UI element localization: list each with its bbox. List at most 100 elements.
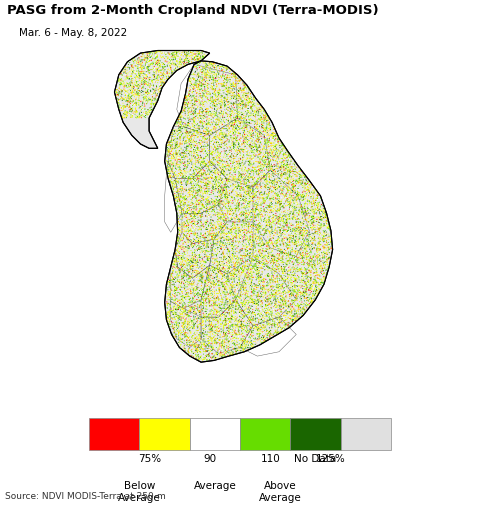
Point: [276, 150, 284, 159]
Point: [313, 230, 321, 238]
Point: [239, 314, 246, 322]
Point: [224, 221, 231, 229]
Point: [122, 82, 130, 90]
Point: [298, 258, 305, 266]
Point: [183, 267, 191, 275]
Point: [222, 187, 230, 195]
Point: [198, 343, 205, 351]
Point: [225, 161, 233, 169]
Point: [235, 328, 242, 336]
Point: [264, 270, 271, 278]
Point: [207, 149, 215, 158]
Point: [316, 245, 324, 253]
Point: [220, 201, 228, 210]
Point: [195, 331, 203, 339]
Point: [191, 96, 199, 105]
Point: [239, 337, 246, 345]
Point: [319, 264, 326, 272]
Point: [205, 125, 213, 133]
Point: [283, 305, 291, 313]
Point: [267, 304, 275, 312]
Point: [276, 310, 283, 318]
Point: [236, 308, 243, 316]
Point: [235, 104, 242, 112]
Point: [323, 216, 330, 224]
Point: [164, 138, 172, 146]
Point: [205, 121, 213, 129]
Point: [171, 251, 179, 259]
Point: [171, 290, 179, 298]
Point: [222, 161, 229, 169]
Point: [241, 284, 249, 292]
Point: [285, 322, 293, 330]
Point: [243, 214, 251, 222]
Point: [181, 271, 189, 279]
Point: [304, 256, 312, 264]
Point: [237, 118, 244, 126]
Point: [288, 264, 296, 272]
Point: [242, 234, 250, 242]
Point: [136, 87, 144, 95]
Point: [282, 213, 290, 221]
Point: [243, 171, 251, 179]
Point: [199, 64, 207, 72]
Point: [298, 249, 306, 258]
Point: [298, 253, 306, 261]
Point: [272, 225, 279, 233]
Point: [206, 119, 214, 127]
Point: [258, 318, 265, 326]
Point: [281, 317, 289, 325]
Point: [216, 264, 223, 272]
Point: [149, 61, 156, 69]
Point: [183, 161, 191, 169]
Point: [230, 278, 238, 286]
Point: [184, 224, 192, 232]
Point: [321, 264, 329, 272]
Point: [172, 330, 180, 338]
Point: [268, 152, 276, 160]
Point: [300, 220, 307, 228]
Point: [223, 295, 230, 304]
Point: [307, 274, 315, 282]
Point: [264, 238, 272, 246]
Point: [218, 169, 226, 177]
Point: [188, 70, 195, 78]
Point: [197, 320, 204, 328]
Point: [230, 253, 238, 261]
Point: [267, 142, 275, 150]
Point: [232, 308, 240, 316]
Point: [222, 289, 229, 297]
Point: [257, 235, 265, 243]
Point: [267, 139, 275, 147]
Point: [172, 50, 180, 59]
Point: [254, 312, 262, 320]
Point: [237, 76, 244, 84]
Point: [278, 275, 286, 283]
Point: [259, 283, 266, 291]
Point: [224, 198, 232, 206]
Point: [249, 182, 257, 190]
Point: [213, 343, 220, 351]
Point: [244, 341, 252, 349]
Point: [289, 231, 297, 239]
Point: [312, 196, 320, 204]
Point: [270, 290, 278, 298]
Point: [324, 240, 331, 248]
Point: [300, 241, 307, 249]
Point: [214, 302, 221, 310]
Point: [303, 190, 311, 198]
Point: [176, 296, 183, 304]
Point: [200, 142, 207, 150]
Point: [158, 71, 166, 79]
Point: [204, 71, 211, 79]
Point: [216, 197, 224, 206]
Point: [185, 292, 192, 300]
Point: [298, 275, 305, 283]
Point: [185, 91, 192, 99]
Point: [254, 201, 262, 209]
Point: [250, 96, 258, 104]
Point: [234, 320, 241, 328]
Point: [199, 232, 206, 240]
Point: [229, 134, 237, 142]
Point: [229, 186, 237, 194]
